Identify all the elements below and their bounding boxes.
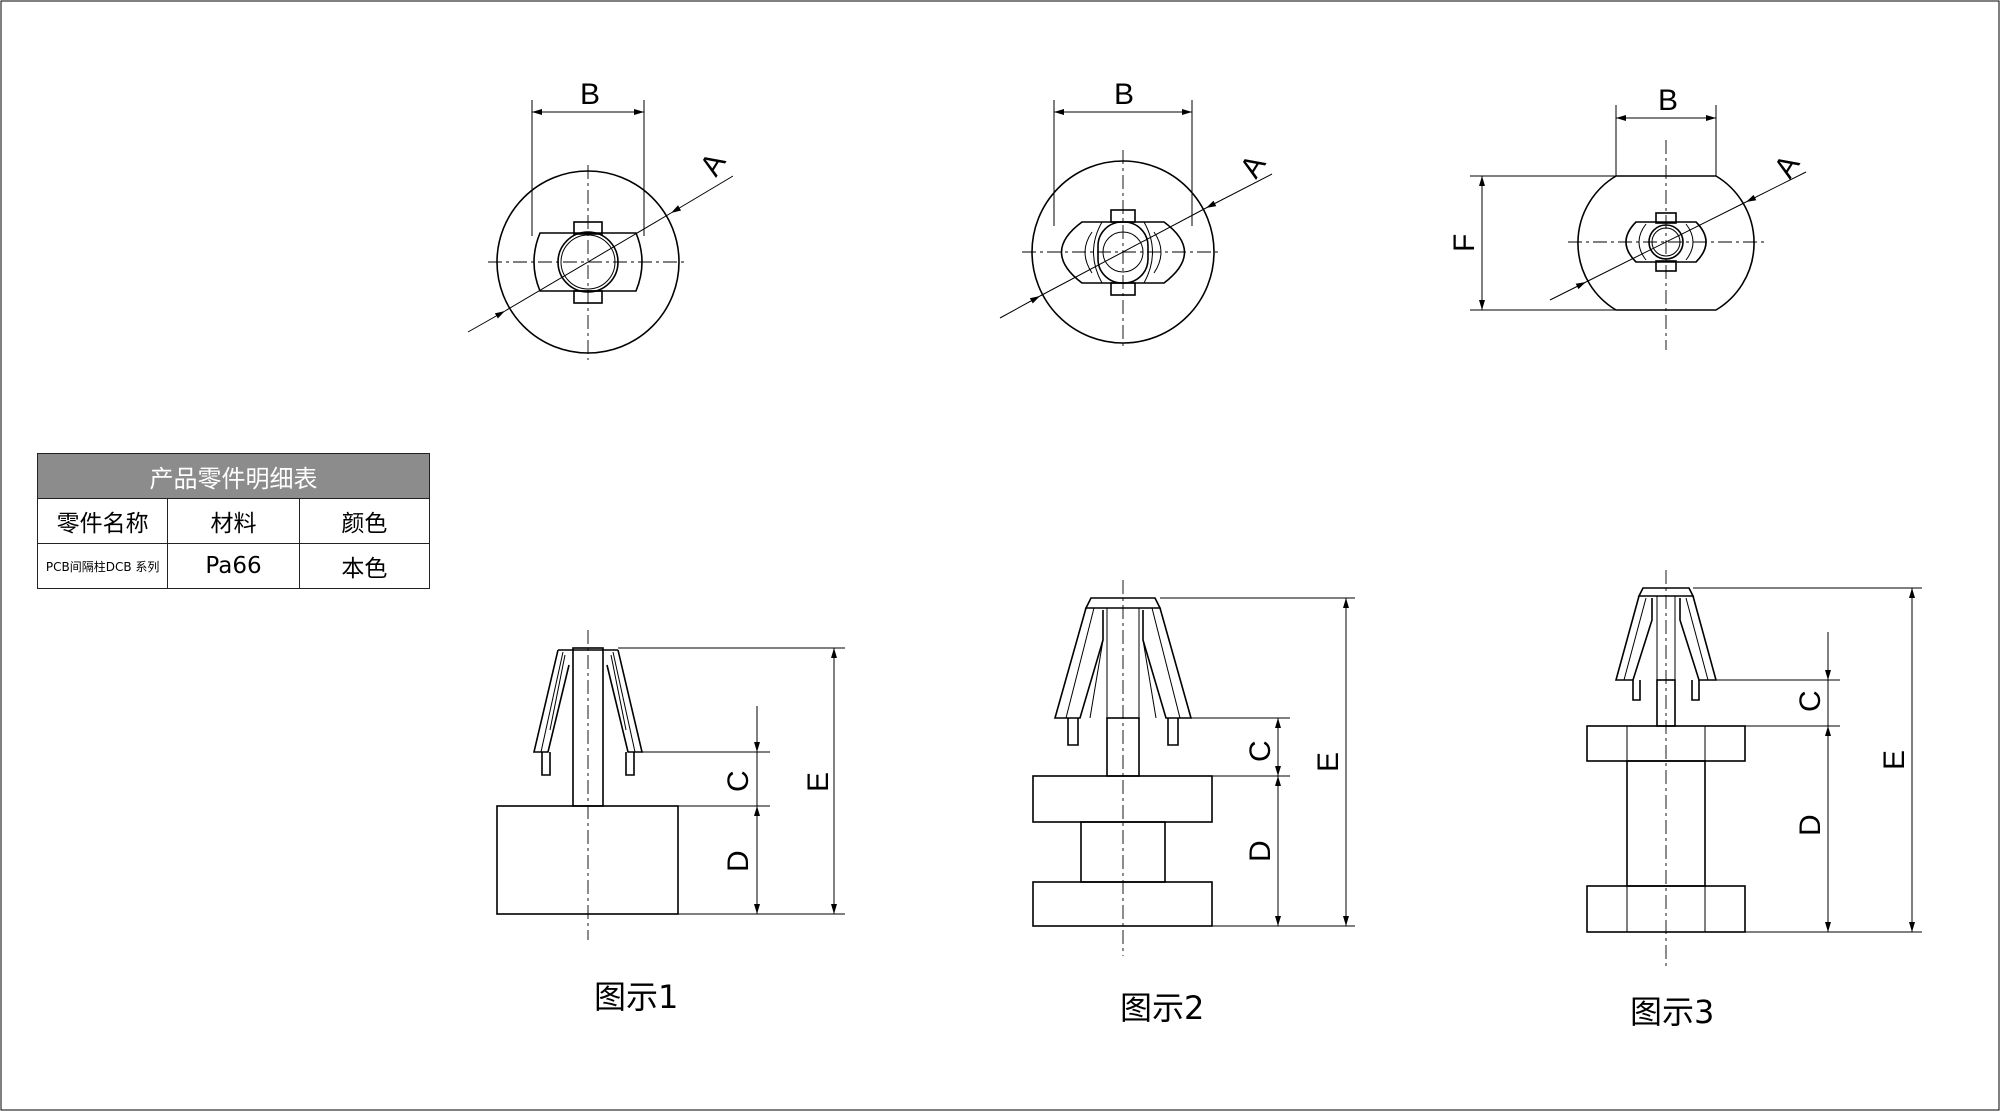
dim-label-f: F [1448,234,1481,252]
dim-label-c: C [1244,740,1277,762]
dim-label-a: A [694,147,733,181]
header-part-name: 零件名称 [36,498,169,544]
header-material: 材料 [167,498,300,544]
dim-label-e: E [1312,752,1345,772]
figure2-top-view: B A [999,78,1273,350]
figure2-side-view: C D E [1032,580,1355,956]
dim-label-b: B [1114,78,1134,111]
parts-detail-table: 产品零件明细表 零件名称 材料 颜色 PCB间隔柱DCB 系列 Pa66 本色 [36,453,431,589]
figure2-caption: 图示2 [1120,989,1204,1027]
table-title-row: 产品零件明细表 [37,453,430,499]
figure3-top-view: B F A [1448,84,1807,350]
dim-label-c: C [722,770,755,792]
figure3-side-view: C D E [1586,570,1922,970]
dim-label-d: D [1244,840,1277,862]
figure1-top-view: B A [467,78,734,360]
dim-label-a: A [1768,149,1807,183]
cell-color: 本色 [298,543,431,589]
dim-label-b: B [1658,84,1678,117]
dim-label-a: A [1234,149,1273,183]
dim-label-c: C [1794,690,1827,712]
dim-label-b: B [580,78,600,111]
table-header-row: 零件名称 材料 颜色 [36,498,431,544]
table-row: PCB间隔柱DCB 系列 Pa66 本色 [36,543,431,589]
dim-label-e: E [802,772,835,792]
figure3-caption: 图示3 [1630,993,1714,1031]
dim-label-d: D [1794,814,1827,836]
dim-label-e: E [1878,750,1911,770]
table-title: 产品零件明细表 [37,453,430,499]
cell-part-name: PCB间隔柱DCB 系列 [36,543,169,589]
figure1-side-view: C D E [496,630,845,940]
header-color: 颜色 [298,498,431,544]
figure1-caption: 图示1 [594,978,678,1016]
dim-label-d: D [722,850,755,872]
cell-material: Pa66 [167,543,300,589]
